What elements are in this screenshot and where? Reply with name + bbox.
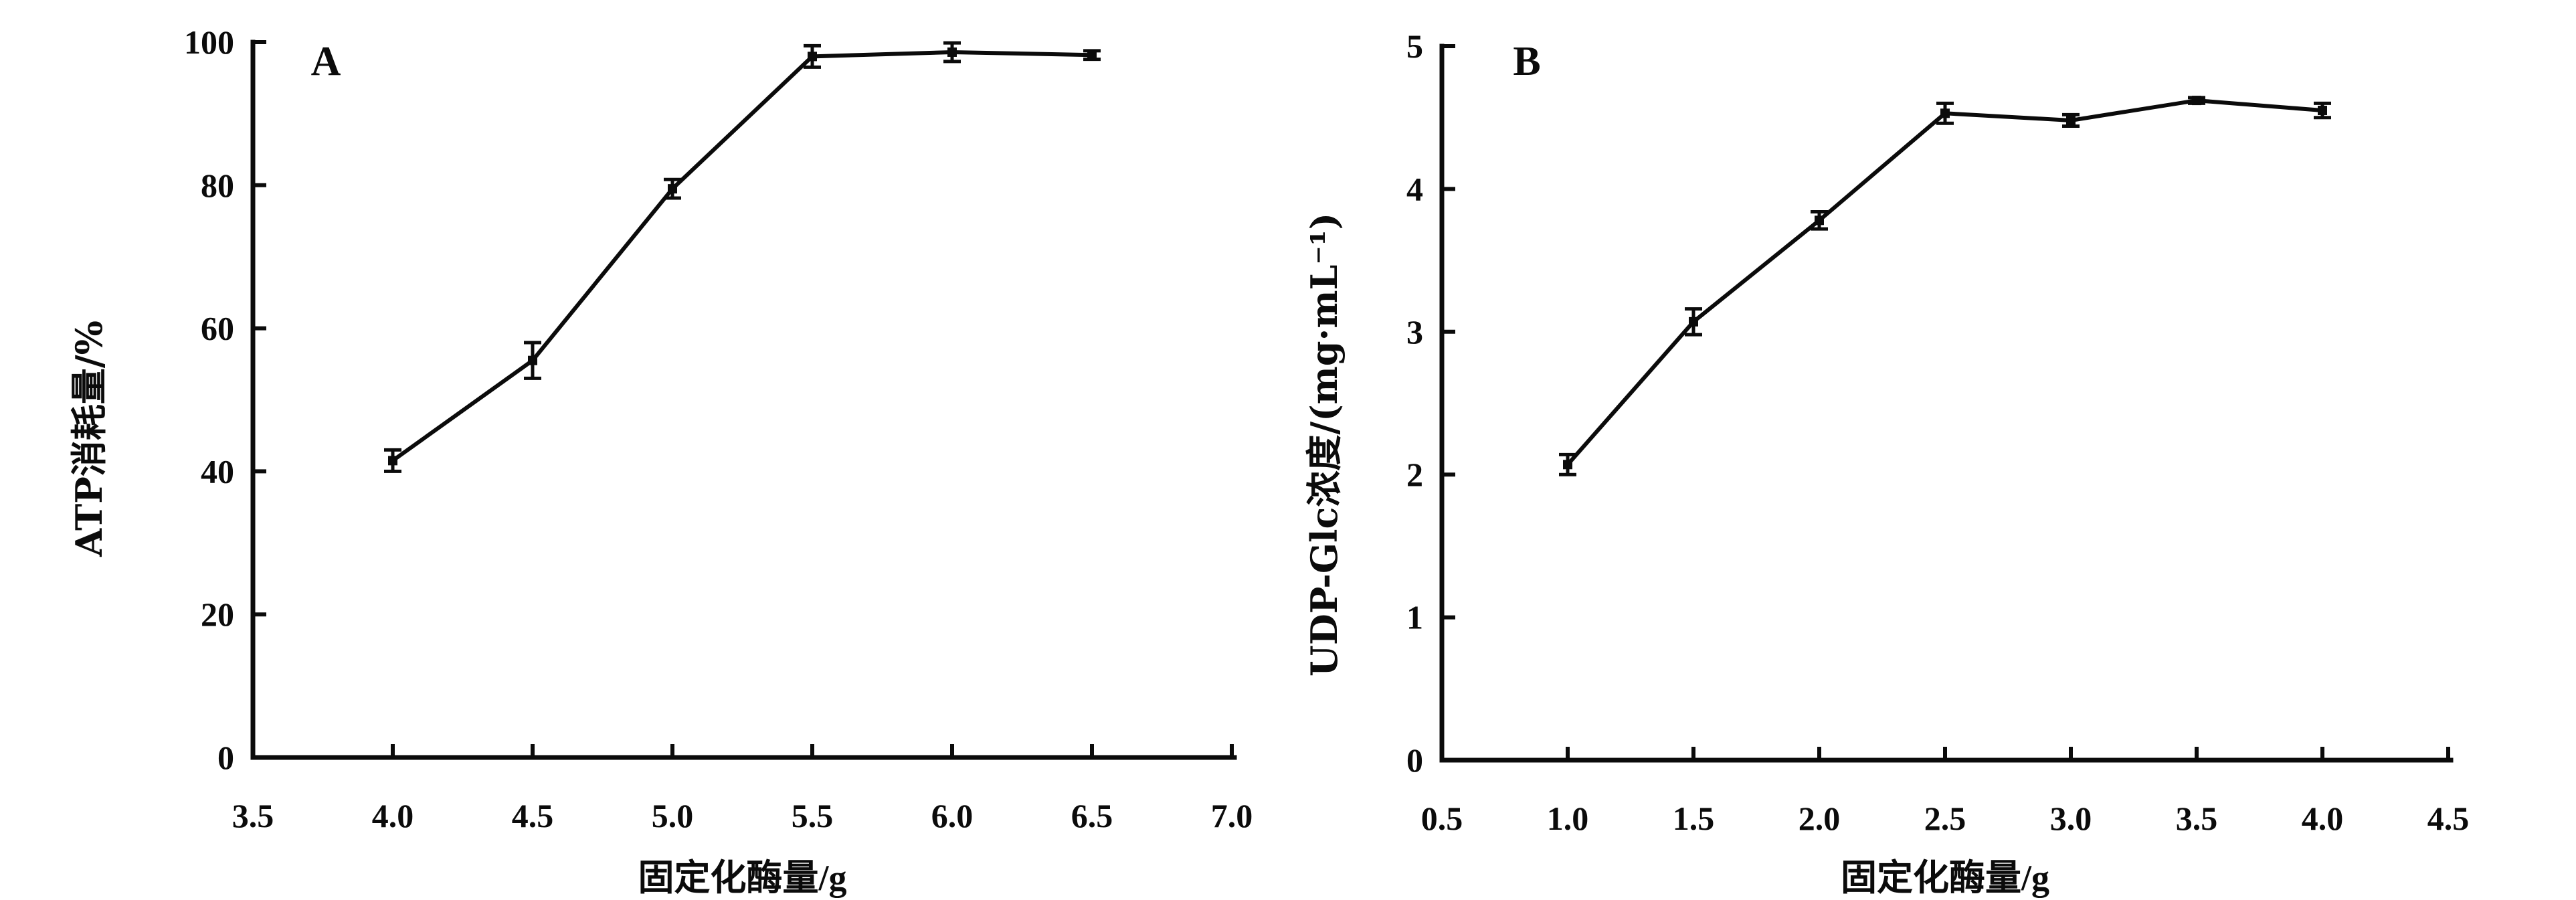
- x-tick-label: 5.5: [792, 797, 834, 834]
- error-bars: [1559, 96, 2331, 476]
- x-tick-label: 1.0: [1547, 800, 1589, 837]
- x-tick-label: 3.5: [232, 797, 274, 834]
- x-tick-label: 4.0: [372, 797, 414, 834]
- y-tick-label: 100: [184, 23, 234, 61]
- x-tick-label: 2.0: [1799, 800, 1841, 837]
- data-point-marker: [668, 184, 677, 194]
- x-tick-label: 4.5: [512, 797, 554, 834]
- y-tick-label: 3: [1406, 313, 1423, 351]
- x-tick-label: 4.5: [2427, 800, 2470, 837]
- y-axis-title: ATP消耗量/%: [68, 321, 110, 557]
- ticks: [253, 40, 1234, 757]
- x-tick-label: 5.0: [652, 797, 694, 834]
- data-point-marker: [1815, 215, 1824, 226]
- axes: [250, 39, 1237, 760]
- y-tick-label: 4: [1406, 170, 1423, 207]
- data-point-marker: [388, 456, 397, 466]
- x-tick-label: 2.5: [1924, 800, 1966, 837]
- x-tick-label: 3.5: [2176, 800, 2218, 837]
- x-tick-label: 6.0: [931, 797, 974, 834]
- ticks: [1442, 44, 2450, 760]
- x-axis-title: 固定化酶量/g: [638, 858, 846, 898]
- data-point-marker: [2066, 115, 2076, 125]
- data-point-markers: [388, 47, 1097, 466]
- x-tick-label: 0.5: [1421, 800, 1463, 837]
- data-point-marker: [808, 52, 817, 62]
- data-point-marker: [947, 47, 957, 57]
- y-tick-label: 5: [1406, 27, 1423, 65]
- panel-label: A: [311, 39, 341, 84]
- x-tick-labels: 0.5 1.0 1.5 2.0 2.5 3.0 3.5 4.0 4.5: [1421, 800, 2470, 837]
- y-tick-label: 20: [201, 596, 234, 633]
- data-point-marker: [1940, 108, 1950, 118]
- data-point-marker: [2192, 96, 2201, 106]
- y-tick-labels: 0 20 40 60 80 100: [184, 23, 234, 776]
- x-tick-label: 3.0: [2050, 800, 2092, 837]
- data-point-marker: [1689, 317, 1698, 327]
- x-tick-label: 4.0: [2302, 800, 2344, 837]
- panel-b: 0.5 1.0 1.5 2.0 2.5 3.0 3.5 4.0 4.5 0 1 2 3 4 5 固定化酶量/g…: [1303, 27, 2469, 898]
- y-tick-label: 2: [1406, 456, 1423, 493]
- y-tick-label: 0: [1406, 741, 1423, 779]
- y-tick-label: 0: [217, 739, 234, 776]
- series-line: [391, 50, 1093, 462]
- y-tick-label: 80: [201, 167, 234, 204]
- panel-label: B: [1513, 39, 1540, 84]
- panel-a: 3.5 4.0 4.5 5.0 5.5 6.0 6.5 7.0 0 20 40 60 80 100 固定化酶…: [68, 23, 1253, 898]
- error-bars: [384, 41, 1101, 473]
- data-point-marker: [528, 355, 537, 365]
- series-line: [1566, 98, 2323, 466]
- axes: [1439, 43, 2454, 763]
- x-tick-label: 7.0: [1211, 797, 1253, 834]
- data-point-marker: [1087, 50, 1097, 60]
- x-tick-labels: 3.5 4.0 4.5 5.0 5.5 6.0 6.5 7.0: [232, 797, 1253, 834]
- data-point-marker: [2318, 106, 2327, 116]
- x-tick-label: 1.5: [1673, 800, 1715, 837]
- y-tick-label: 60: [201, 310, 234, 347]
- y-tick-label: 40: [201, 452, 234, 490]
- data-point-markers: [1563, 96, 2327, 470]
- y-tick-label: 1: [1406, 599, 1423, 636]
- y-axis-title: UDP-Glc浓度/(mg·mL⁻¹): [1303, 213, 1346, 677]
- data-point-marker: [1563, 460, 1572, 470]
- y-tick-labels: 0 1 2 3 4 5: [1406, 27, 1423, 779]
- x-tick-label: 6.5: [1071, 797, 1113, 834]
- x-axis-title: 固定化酶量/g: [1841, 858, 2049, 898]
